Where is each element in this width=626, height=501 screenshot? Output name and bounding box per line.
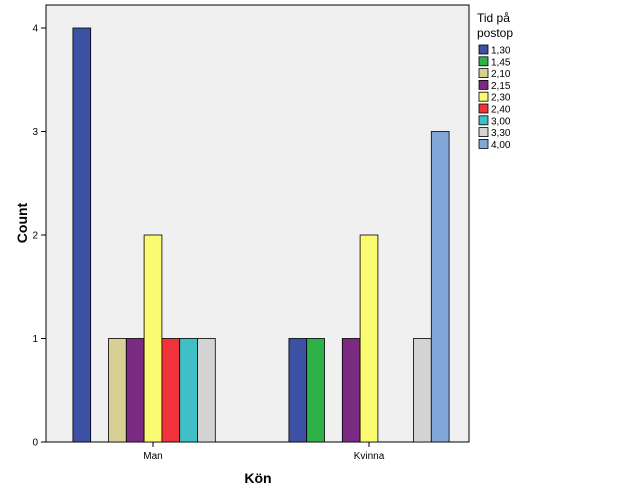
legend-label: 4,00 <box>491 140 511 151</box>
y-tick-label: 4 <box>32 24 38 35</box>
y-axis: 0 1 2 3 4 <box>32 24 46 449</box>
legend-swatch <box>478 127 489 137</box>
bars-group <box>72 27 450 443</box>
legend: Tid på postop 1,301,452,102,152,302,403,… <box>477 11 513 151</box>
bar-man-3-30 <box>197 338 216 443</box>
bar-kvinna-4-00 <box>430 131 450 443</box>
y-tick-label: 1 <box>32 334 38 345</box>
bar-kvinna-2-15 <box>341 338 361 443</box>
legend-swatch <box>478 91 489 102</box>
legend-swatch <box>478 103 489 114</box>
bar-man-3-00 <box>179 338 198 443</box>
y-axis-title: Count <box>14 202 30 243</box>
legend-swatch <box>478 80 489 90</box>
legend-swatch <box>478 138 489 149</box>
legend-label: 2,10 <box>491 69 511 80</box>
legend-label: 1,30 <box>491 46 511 57</box>
legend-label: 2,40 <box>491 105 511 116</box>
legend-label: 1,45 <box>491 57 511 68</box>
bar-man-1-30 <box>72 27 92 443</box>
legend-title-line-2: postop <box>477 26 513 40</box>
bar-kvinna-3-30 <box>413 338 432 443</box>
y-tick-label: 2 <box>32 231 38 242</box>
bar-kvinna-2-30 <box>359 234 379 443</box>
legend-label: 3,30 <box>491 128 511 139</box>
legend-swatch <box>478 115 489 126</box>
bar-man-2-40 <box>161 338 181 443</box>
legend-swatch <box>478 56 489 67</box>
bar-man-2-10 <box>108 338 127 443</box>
y-tick-label: 0 <box>32 438 38 449</box>
legend-swatch <box>478 68 489 78</box>
bar-man-2-15 <box>125 338 145 443</box>
legend-items: 1,301,452,102,152,302,403,003,304,00 <box>478 44 511 151</box>
legend-label: 2,30 <box>491 93 511 104</box>
y-tick-label: 3 <box>32 127 38 138</box>
bar-man-2-30 <box>143 234 163 443</box>
legend-label: 3,00 <box>491 116 511 127</box>
x-axis-title: Kön <box>244 470 271 486</box>
x-axis: Man Kvinna <box>143 442 385 462</box>
bar-kvinna-1-45 <box>306 338 325 443</box>
x-tick-label: Man <box>143 451 162 462</box>
legend-label: 2,15 <box>491 81 511 92</box>
bar-kvinna-1-30 <box>288 338 308 443</box>
legend-title-line-1: Tid på <box>477 11 510 25</box>
x-tick-label: Kvinna <box>354 451 385 462</box>
legend-swatch <box>478 44 489 55</box>
